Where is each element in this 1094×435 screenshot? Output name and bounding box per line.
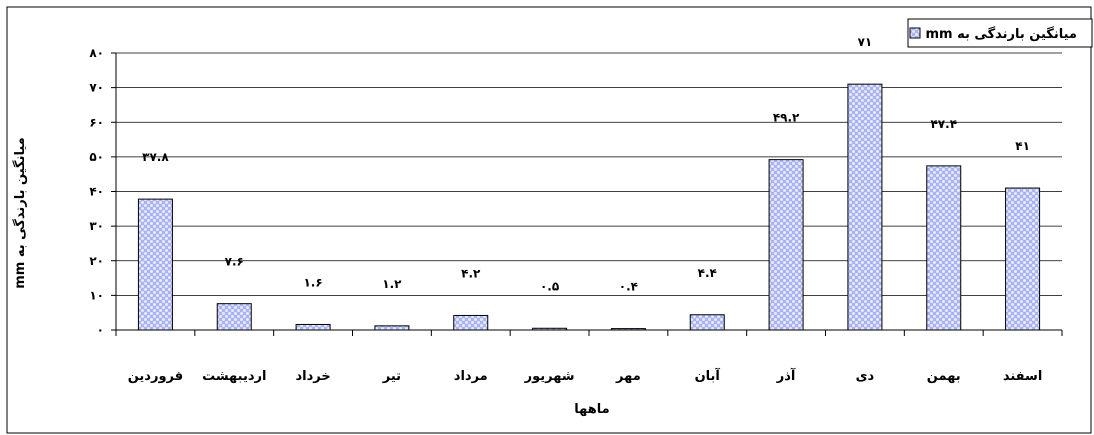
y-tick-label-0: ۰ xyxy=(97,323,104,337)
y-axis-title: میانگین بارندگی به mm xyxy=(12,137,28,288)
labels: ۰ ۱۰ ۲۰ ۳۰ ۴۰ ۵۰ ۶۰ ۷۰ ۸۰ ۳۷.۸ فروردین ۷.۶ اردیبهشت ۱… xyxy=(89,35,1042,384)
data-label-10: ۴۷.۴ xyxy=(930,117,957,131)
x-tick-label-0: فروردین xyxy=(128,369,183,384)
bar-4 xyxy=(453,314,489,331)
x-tick-label-11: اسفند xyxy=(1003,369,1042,384)
data-label-1: ۷.۶ xyxy=(225,255,244,269)
bar-9 xyxy=(847,83,883,331)
data-label-0: ۳۷.۸ xyxy=(142,150,169,164)
bar-10 xyxy=(926,165,962,331)
data-label-4: ۴.۲ xyxy=(461,266,481,280)
legend-box xyxy=(907,18,1093,48)
data-label-5: ۰.۵ xyxy=(540,279,559,293)
bar-0 xyxy=(137,198,173,331)
bar-11 xyxy=(1005,187,1041,331)
grid-lines xyxy=(116,52,1062,296)
x-tick-label-10: بهمن xyxy=(927,369,961,384)
x-tick-label-5: شهریور xyxy=(524,369,575,384)
bar-7 xyxy=(689,314,725,331)
y-tick-label-50: ۵۰ xyxy=(89,150,104,164)
x-tick-label-2: خرداد xyxy=(295,369,330,384)
x-tick-label-7: آبان xyxy=(695,367,721,384)
bar-3 xyxy=(374,325,410,331)
x-tick-label-8: آذر xyxy=(776,367,796,384)
bar-1 xyxy=(216,303,252,331)
legend: میانگین بارندگی به mm xyxy=(907,18,1093,48)
y-tick-label-60: ۶۰ xyxy=(89,115,104,129)
x-tick-label-9: دی xyxy=(856,369,875,384)
y-tick-label-80: ۸۰ xyxy=(89,46,104,60)
bar-8 xyxy=(768,159,804,331)
bar-2 xyxy=(295,323,331,331)
y-tick-label-40: ۴۰ xyxy=(89,185,104,199)
y-tick-label-70: ۷۰ xyxy=(89,81,104,95)
data-label-11: ۴۱ xyxy=(1015,139,1030,153)
data-label-2: ۱.۶ xyxy=(303,275,322,289)
x-tick-label-3: تیر xyxy=(382,369,401,384)
y-tick-label-10: ۱۰ xyxy=(89,288,104,302)
x-tick-label-6: مهر xyxy=(615,369,641,384)
x-tick-label-1: اردیبهشت xyxy=(202,369,266,384)
data-label-8: ۴۹.۲ xyxy=(773,111,800,125)
legend-label: میانگین بارندگی به mm xyxy=(926,26,1077,42)
legend-swatch xyxy=(909,27,921,39)
data-label-9: ۷۱ xyxy=(858,35,873,49)
data-label-7: ۴.۴ xyxy=(698,266,717,280)
x-axis-title: ماهها xyxy=(574,402,609,417)
axes xyxy=(111,52,1063,336)
data-label-6: ۰.۴ xyxy=(619,280,638,294)
data-label-3: ۱.۲ xyxy=(382,277,402,291)
y-tick-label-30: ۳۰ xyxy=(89,219,104,233)
bars xyxy=(137,83,1041,331)
y-tick-label-20: ۲۰ xyxy=(89,254,104,268)
chart-frame xyxy=(6,6,1092,434)
x-tick-label-4: مرداد xyxy=(454,369,488,384)
